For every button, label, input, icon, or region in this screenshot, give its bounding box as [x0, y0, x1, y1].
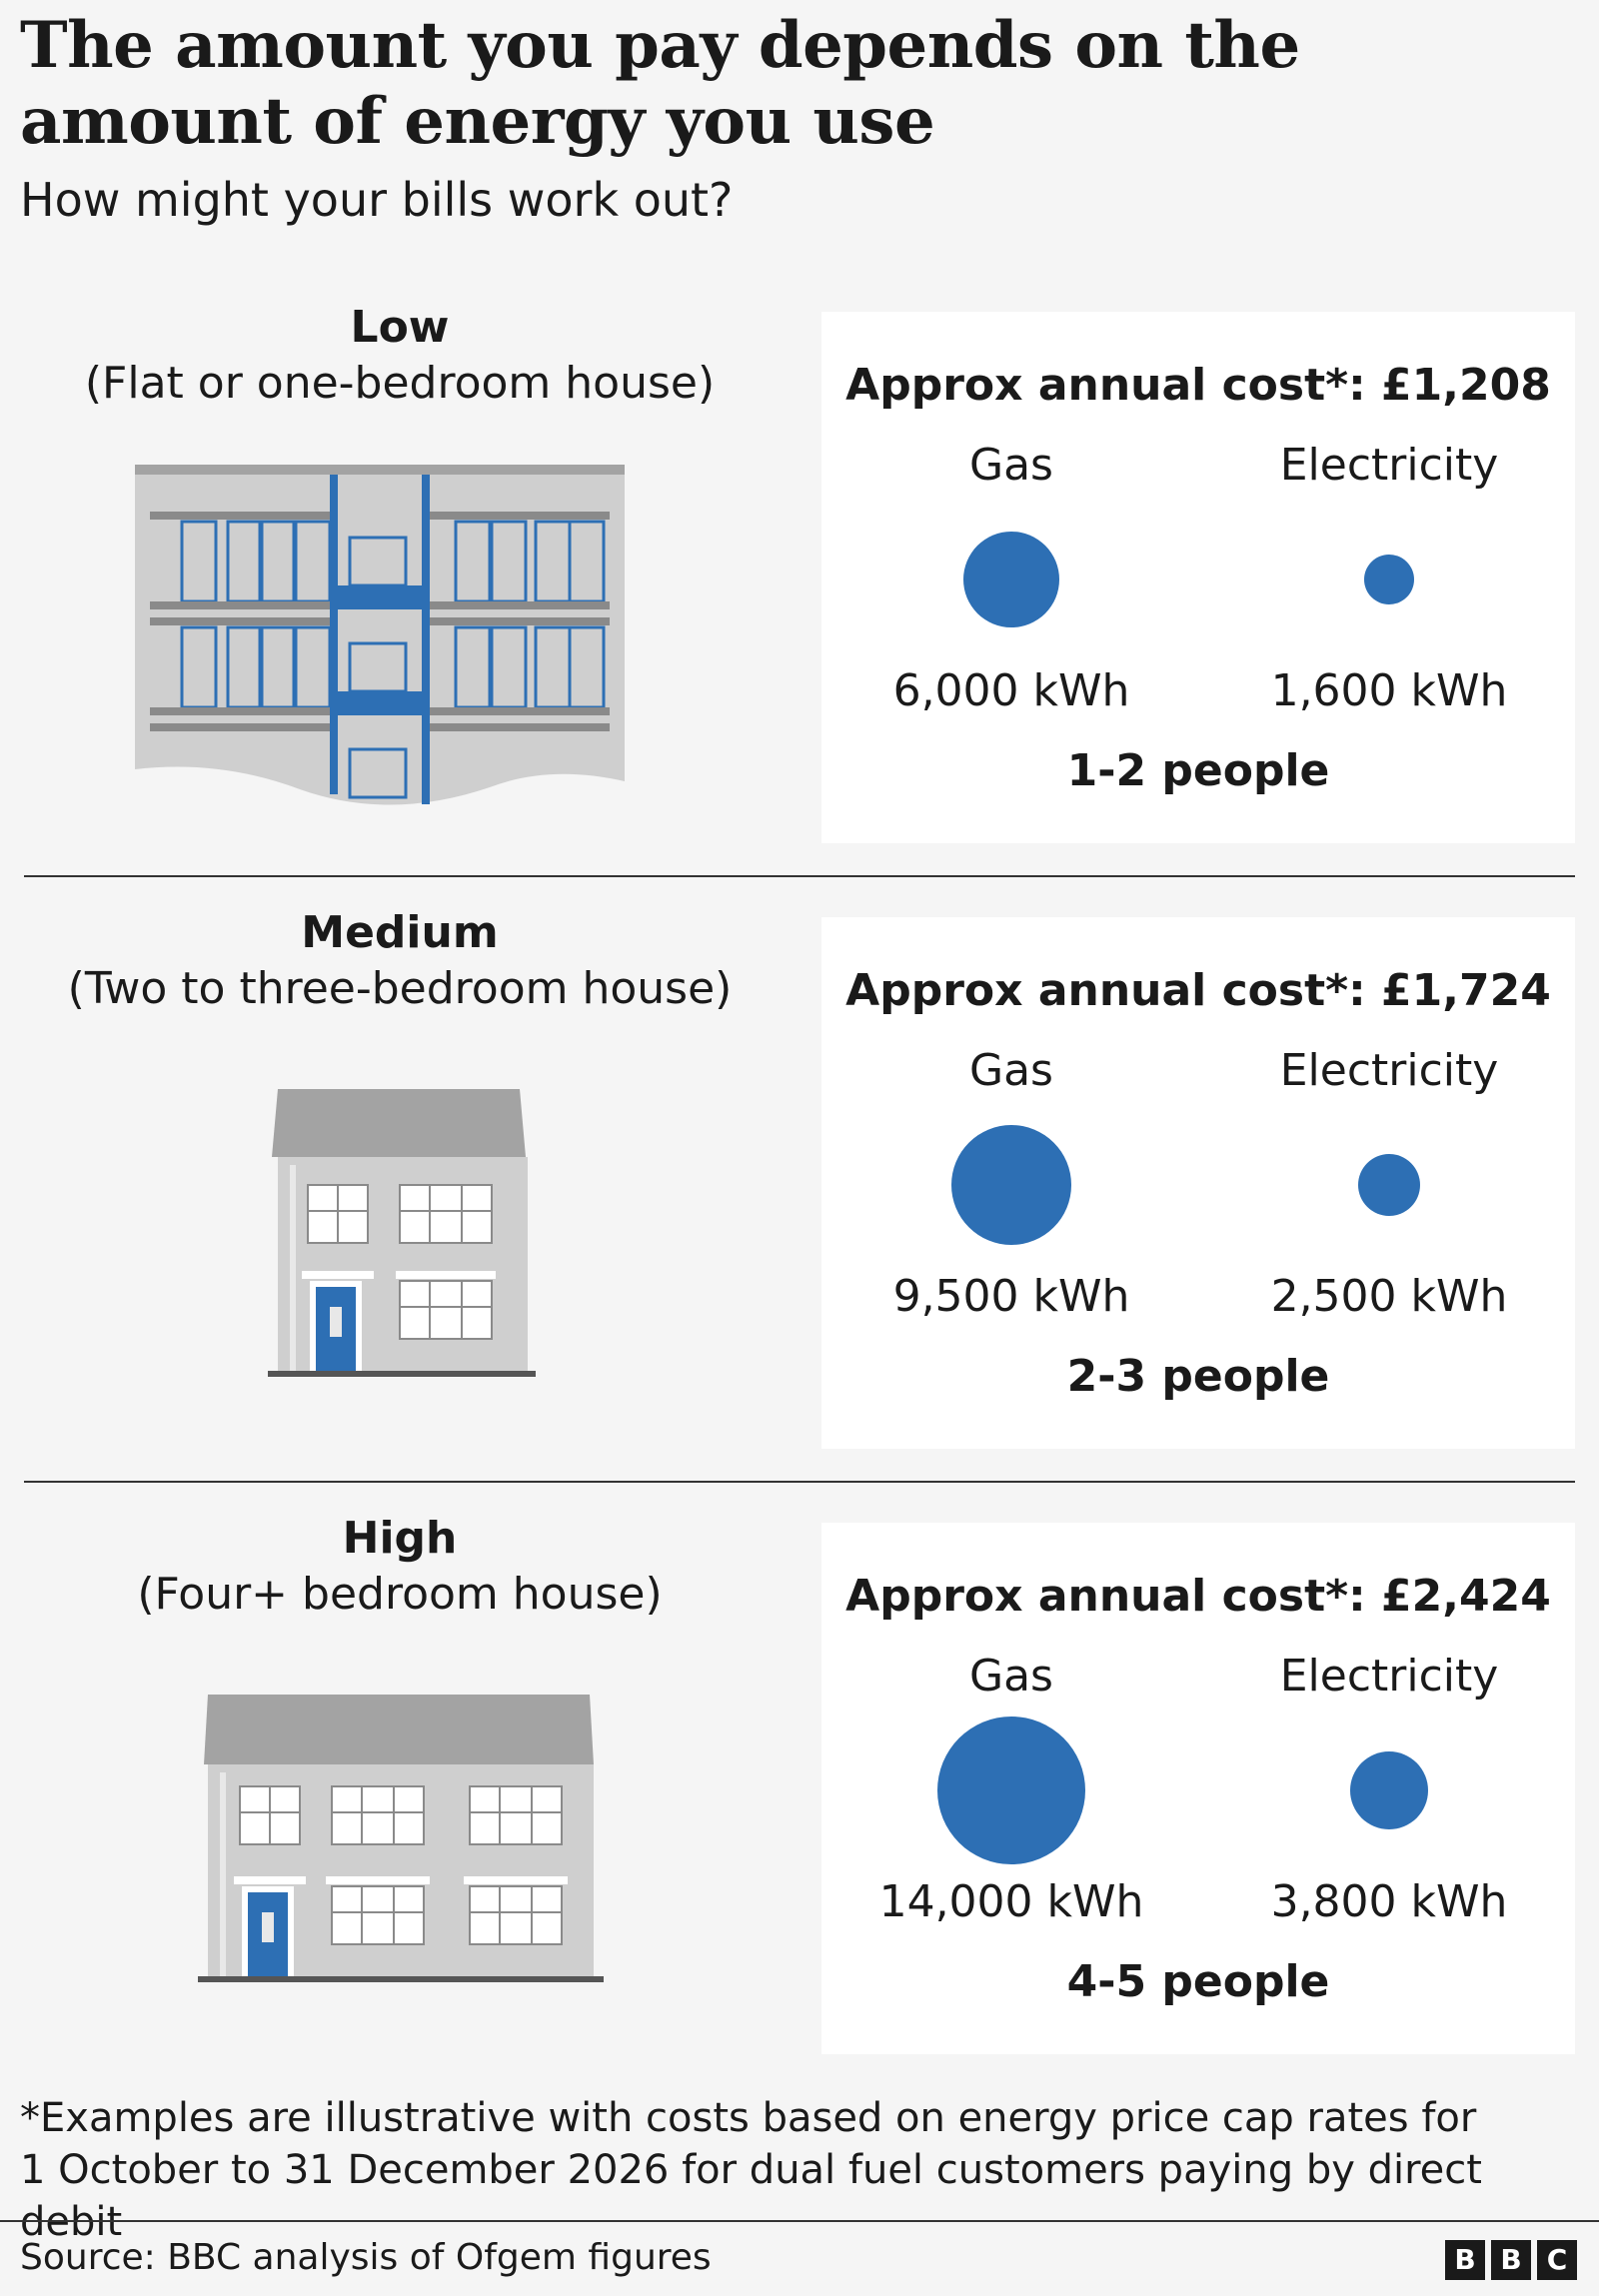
- gas-kwh: 9,500 kWh: [892, 1271, 1130, 1322]
- usage-level: High: [342, 1513, 458, 1564]
- home-description: (Four+ bedroom house): [137, 1569, 663, 1620]
- gas-label: Gas: [969, 1045, 1053, 1096]
- page-subtitle: How might your bills work out?: [20, 173, 734, 227]
- logo-block: B: [1491, 2240, 1531, 2280]
- row-label: Low (Flat or one-bedroom house): [0, 300, 800, 412]
- gas-label: Gas: [969, 440, 1053, 491]
- gas-kwh: 14,000 kWh: [878, 1876, 1144, 1927]
- home-description: (Two to three-bedroom house): [67, 963, 733, 1014]
- usage-row-high: High (Four+ bedroom house) Approx annual: [0, 1511, 1599, 2070]
- usage-row-medium: Medium (Two to three-bedroom house) Appr…: [0, 905, 1599, 1465]
- electricity-usage-dot: [1364, 555, 1414, 604]
- household-size: 4-5 people: [1066, 1956, 1330, 2007]
- source-divider: [0, 2220, 1599, 2222]
- electricity-usage-dot: [1358, 1154, 1420, 1216]
- electricity-label: Electricity: [1279, 1045, 1499, 1096]
- household-size: 1-2 people: [1066, 745, 1330, 796]
- large-house-icon: [198, 1695, 604, 1982]
- electricity-label: Electricity: [1279, 1651, 1499, 1702]
- footnote-line: 1 October to 31 December 2026 for dual f…: [20, 2147, 1482, 2245]
- cost-card: Approx annual cost*: £2,424 Gas Electric…: [821, 1523, 1575, 2054]
- electricity-kwh: 2,500 kWh: [1270, 1271, 1508, 1322]
- bbc-logo: B B C: [1445, 2240, 1577, 2280]
- household-size: 2-3 people: [1066, 1351, 1330, 1402]
- electricity-label: Electricity: [1279, 440, 1499, 491]
- row-label: Medium (Two to three-bedroom house): [0, 905, 800, 1017]
- row-divider: [24, 1481, 1575, 1483]
- cost-card: Approx annual cost*: £1,208 Gas Electric…: [821, 312, 1575, 843]
- logo-block: B: [1445, 2240, 1485, 2280]
- logo-block: C: [1537, 2240, 1577, 2280]
- gas-usage-dot: [963, 532, 1059, 627]
- gas-label: Gas: [969, 1651, 1053, 1702]
- apartment-block-icon: [135, 465, 625, 805]
- usage-row-low: Low (Flat or one-bedroom house): [0, 300, 1599, 859]
- footnote-line: *Examples are illustrative with costs ba…: [20, 2095, 1477, 2141]
- electricity-kwh: 3,800 kWh: [1270, 1876, 1508, 1927]
- annual-cost: Approx annual cost*: £1,724: [845, 965, 1551, 1016]
- annual-cost: Approx annual cost*: £1,208: [845, 360, 1551, 411]
- gas-usage-dot: [951, 1125, 1071, 1245]
- gas-kwh: 6,000 kWh: [892, 665, 1130, 716]
- footnote: *Examples are illustrative with costs ba…: [20, 2092, 1589, 2248]
- page-title: The amount you pay depends on the amount…: [20, 8, 1300, 159]
- electricity-kwh: 1,600 kWh: [1270, 665, 1508, 716]
- medium-house-icon: [268, 1089, 536, 1377]
- home-description: (Flat or one-bedroom house): [84, 358, 716, 409]
- gas-usage-dot: [937, 1717, 1085, 1864]
- usage-level: Medium: [301, 907, 499, 958]
- electricity-usage-dot: [1350, 1751, 1428, 1829]
- usage-level: Low: [350, 302, 450, 353]
- row-label: High (Four+ bedroom house): [0, 1511, 800, 1623]
- cost-card: Approx annual cost*: £1,724 Gas Electric…: [821, 917, 1575, 1449]
- row-divider: [24, 875, 1575, 877]
- annual-cost: Approx annual cost*: £2,424: [845, 1571, 1551, 1622]
- source-credit: Source: BBC analysis of Ofgem figures: [20, 2237, 712, 2278]
